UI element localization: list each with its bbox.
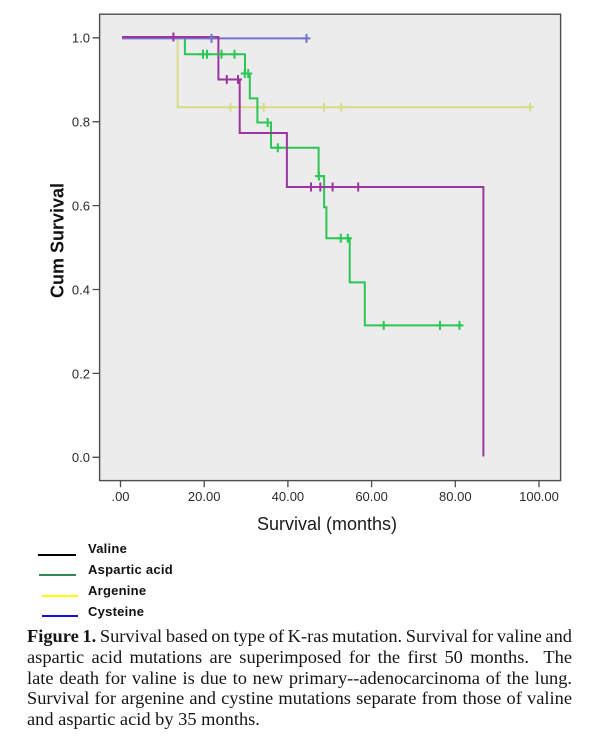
svg-text:0.8: 0.8 — [72, 115, 90, 130]
svg-text:Survival (months): Survival (months) — [257, 514, 397, 534]
svg-text:1.0: 1.0 — [72, 31, 90, 46]
svg-text:0.2: 0.2 — [72, 366, 90, 381]
svg-text:0.0: 0.0 — [72, 450, 90, 465]
svg-text:.00: .00 — [111, 489, 129, 504]
svg-text:0.4: 0.4 — [72, 282, 90, 297]
svg-text:100.00: 100.00 — [519, 489, 559, 504]
svg-text:60.00: 60.00 — [355, 489, 388, 504]
svg-text:20.00: 20.00 — [188, 489, 221, 504]
svg-text:40.00: 40.00 — [272, 489, 305, 504]
svg-text:0.6: 0.6 — [72, 199, 90, 214]
svg-text:80.00: 80.00 — [439, 489, 472, 504]
svg-text:Cum Survival: Cum Survival — [48, 183, 68, 298]
